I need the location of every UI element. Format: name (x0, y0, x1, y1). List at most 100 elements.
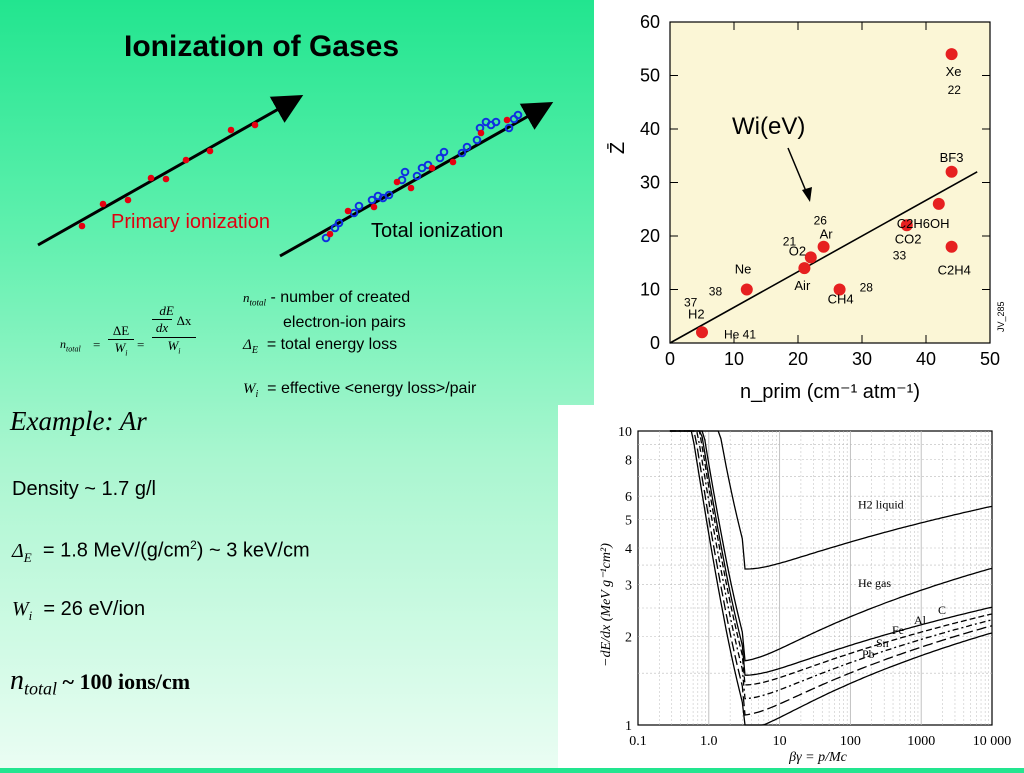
primary-ion-dot (78, 222, 86, 230)
primary-ion-dot (162, 175, 170, 183)
point-label: Air (794, 278, 811, 293)
point-label: C2H6OH (897, 216, 950, 231)
wi-value-label: 28 (860, 281, 874, 295)
data-point (817, 240, 830, 253)
total-ion-dot (370, 203, 378, 211)
x-axis-label: βγ = p/Mc (788, 750, 847, 765)
example-wi: Wi = 26 eV/ion (12, 598, 146, 623)
data-point (945, 48, 958, 61)
point-label: CO2 (895, 231, 922, 246)
ntotal-formula: ntotal = ΔE Wi = dEΔx dx Wi (60, 303, 210, 373)
total-ionization-label: Total ionization (371, 220, 504, 242)
x-tick-label: 40 (916, 349, 936, 369)
series-line (669, 430, 993, 726)
total-ion-dot (393, 178, 401, 186)
total-ion-dot (334, 218, 344, 228)
y-tick-label: 2 (625, 630, 632, 645)
series-label: He gas (858, 576, 891, 590)
total-ion-dot (472, 135, 482, 145)
x-tick-label: 20 (788, 349, 808, 369)
total-ion-dot (504, 123, 514, 133)
ntotal-definition: ntotal - number of created (243, 289, 411, 308)
primary-ionization-dots (78, 121, 259, 230)
y-tick-label: 50 (640, 66, 660, 86)
page-title: Ionization of Gases (124, 30, 400, 63)
total-ion-dot (384, 190, 394, 200)
y-axis-label: Z̄ (606, 142, 629, 154)
primary-ion-dot (147, 174, 155, 182)
primary-ion-dot (99, 200, 107, 208)
y-tick-label: 20 (640, 226, 660, 246)
wi-value-label: 33 (893, 248, 907, 262)
x-axis-label: n_prim (cm⁻¹ atm⁻¹) (740, 381, 920, 403)
point-label: CH4 (828, 292, 854, 307)
total-ion-dot (457, 148, 467, 158)
total-ion-dot (367, 195, 377, 205)
y-tick-label: 1 (625, 719, 632, 734)
total-ionization-dots (321, 110, 523, 243)
data-point (932, 197, 945, 210)
x-tick-label: 50 (980, 349, 1000, 369)
total-ion-dot (462, 142, 472, 152)
data-point (804, 251, 817, 264)
y-tick-label: 3 (625, 579, 632, 594)
point-label: Ne (735, 262, 752, 277)
wi-value-label: 37 (684, 295, 698, 309)
ionization-diagram (37, 95, 554, 258)
example-density: Density ~ 1.7 g/l (12, 478, 156, 500)
plot-area (637, 430, 993, 726)
x-tick-label: 10 (773, 734, 787, 749)
total-track-arrow (279, 102, 554, 258)
data-point (740, 283, 753, 296)
series-label: Fe (892, 623, 904, 637)
total-ion-dot (354, 201, 364, 211)
data-point (798, 262, 811, 275)
total-ion-dot (503, 116, 511, 124)
point-label: O2 (789, 243, 806, 258)
series-label: Al (914, 613, 927, 627)
total-ion-dot (449, 158, 457, 166)
example-heading: Example: Ar (10, 406, 147, 436)
total-ion-dot (513, 110, 523, 120)
primary-ion-dot (124, 196, 132, 204)
total-ion-dot (330, 223, 340, 233)
primary-ion-dot (251, 121, 259, 129)
wi-value-label: 22 (948, 83, 962, 97)
total-ion-dot (435, 153, 445, 163)
total-ion-dot (477, 129, 485, 137)
total-ion-dot (321, 233, 331, 243)
de-definition: ΔE = total energy loss (243, 335, 398, 356)
fit-line (669, 171, 978, 344)
point-label: Ar (820, 227, 834, 242)
x-tick-label: 0.1 (629, 734, 647, 749)
wi-value-label: 26 (814, 214, 828, 228)
primary-ion-dot (206, 147, 214, 155)
total-ion-dot (439, 147, 449, 157)
y-tick-label: 40 (640, 119, 660, 139)
y-tick-label: 60 (640, 12, 660, 32)
data-point (945, 240, 958, 253)
series-label: H2 liquid (858, 497, 904, 511)
point-label: C2H4 (938, 263, 971, 278)
wi-value-label: 21 (783, 234, 797, 248)
y-tick-label: 6 (625, 490, 632, 505)
x-tick-label: 1000 (907, 734, 935, 749)
total-ion-dot (428, 164, 436, 172)
primary-ion-dot (227, 126, 235, 134)
example-ntotal: ntotal ~ 100 ions/cm (10, 665, 191, 699)
chart-annotation: Wi(eV) (732, 113, 805, 140)
primary-ionization-label: Primary ionization (111, 211, 270, 233)
dedx-chart-panel: 0.1 1.0 10 100 1000 10 000 1 2 3 4 5 6 8 10 H2 liquid H… (558, 405, 1024, 768)
x-tick-label: 10 (724, 349, 744, 369)
y-tick-label: 10 (640, 280, 660, 300)
total-ion-dot (412, 171, 422, 181)
series-line (669, 430, 993, 662)
definitions: ntotal - number of created electron-ion … (243, 288, 476, 405)
zbar-chart-panel: 0 10 20 30 40 50 0 10 20 30 40 50 60 H2 37 He 41 Ne 38 Air… (594, 0, 1024, 405)
total-ion-dot (349, 208, 359, 218)
y-tick-label: 10 (618, 425, 632, 440)
point-label: BF3 (940, 150, 964, 165)
x-tick-label: 1.0 (700, 734, 718, 749)
y-tick-label: 8 (625, 453, 632, 468)
